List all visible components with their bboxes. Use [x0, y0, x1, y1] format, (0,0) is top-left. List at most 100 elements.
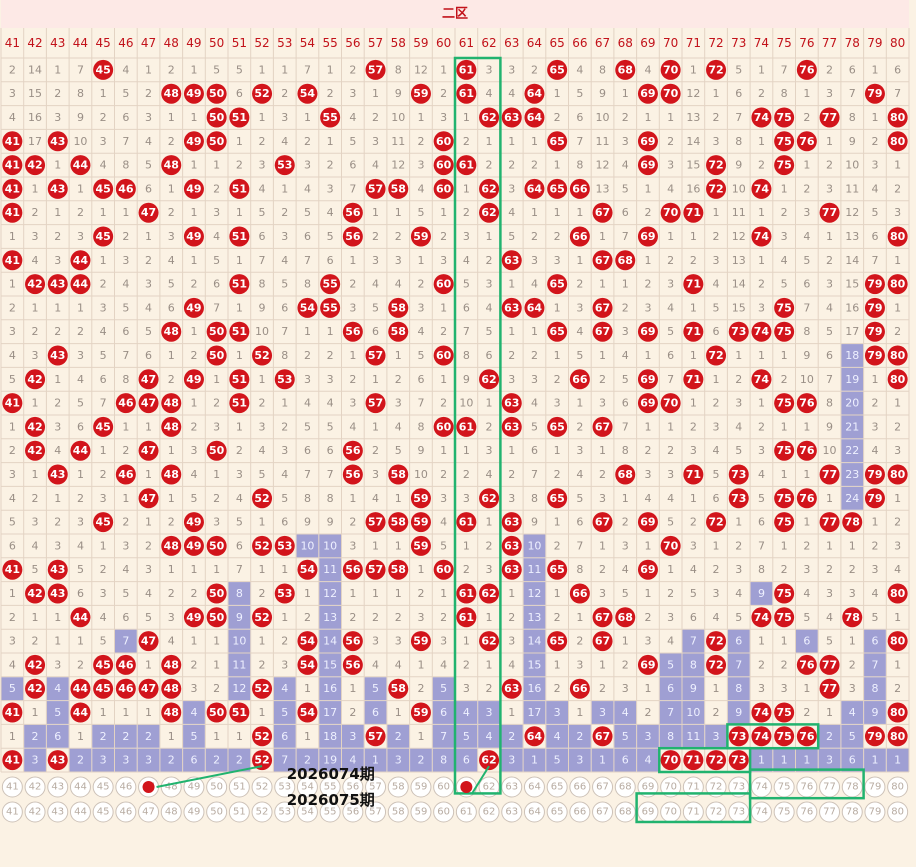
miss-count: 8 [599, 63, 606, 76]
miss-bar-cell [432, 748, 455, 772]
drawn-number: 77 [822, 206, 837, 219]
drawn-number-ball [388, 559, 409, 580]
prediction-number: 50 [210, 782, 223, 793]
drawn-number: 65 [549, 420, 564, 433]
prediction-number: 42 [29, 782, 42, 793]
drawn-number: 42 [27, 420, 42, 433]
drawn-number-ball [479, 107, 500, 128]
miss-count: 8 [849, 111, 856, 124]
drawn-number-ball [320, 274, 341, 295]
miss-count: 3 [395, 754, 402, 767]
miss-count: 1 [417, 730, 424, 743]
miss-bar-cell [591, 748, 614, 772]
drawn-number-ball [183, 178, 204, 199]
drawn-number: 59 [413, 539, 428, 552]
miss-count: 3 [644, 730, 651, 743]
miss-count: 1 [531, 206, 538, 219]
drawn-number: 51 [232, 706, 247, 719]
miss-count: 3 [463, 492, 470, 505]
prediction-number: 60 [437, 782, 450, 793]
miss-count: 5 [667, 325, 674, 338]
drawn-number: 71 [686, 373, 701, 386]
miss-count: 4 [576, 325, 583, 338]
miss-bar-cell [705, 724, 727, 748]
column-header: 74 [754, 36, 769, 50]
miss-count: 7 [417, 397, 424, 410]
miss-bar-cell [864, 701, 886, 724]
miss-bar-cell [183, 724, 205, 748]
drawn-number-ball [683, 750, 704, 771]
miss-count: 4 [9, 349, 16, 362]
miss-count: 19 [845, 373, 859, 386]
miss-count: 1 [894, 254, 901, 267]
prediction-number: 43 [51, 807, 64, 818]
drawn-number: 52 [254, 539, 269, 552]
miss-bar-cell [228, 582, 251, 605]
prediction-number: 65 [551, 807, 564, 818]
drawn-number-ball [342, 202, 363, 223]
drawn-number-ball [206, 607, 227, 628]
miss-count: 4 [781, 254, 788, 267]
drawn-number-ball [410, 512, 431, 533]
miss-bar-cell [478, 701, 500, 724]
miss-count: 1 [690, 63, 697, 76]
miss-count: 1 [304, 730, 311, 743]
miss-count: 2 [667, 254, 674, 267]
miss-count: 4 [349, 754, 356, 767]
miss-count: 14 [686, 135, 700, 148]
prediction-number: 79 [869, 807, 882, 818]
miss-count: 1 [599, 349, 606, 362]
drawn-number-ball [887, 583, 908, 604]
miss-count: 1 [440, 301, 447, 314]
miss-count: 3 [463, 230, 470, 243]
miss-count: 5 [122, 87, 129, 100]
miss-count: 3 [735, 563, 742, 576]
prediction-ring [319, 776, 341, 798]
miss-bar-cell [364, 748, 387, 772]
miss-count: 1 [803, 516, 810, 529]
miss-count: 8 [576, 159, 583, 172]
miss-count: 3 [327, 182, 334, 195]
drawn-number-ball [161, 83, 182, 104]
miss-count: 6 [713, 325, 720, 338]
miss-count: 3 [713, 254, 720, 267]
drawn-number: 74 [754, 230, 770, 243]
miss-bar-cell [523, 605, 546, 629]
miss-count: 1 [894, 658, 901, 671]
miss-count: 2 [54, 516, 61, 529]
miss-count: 2 [54, 230, 61, 243]
miss-count: 2 [803, 539, 810, 552]
miss-count: 11 [527, 563, 541, 576]
drawn-number-ball [342, 464, 363, 485]
miss-count: 1 [554, 206, 561, 219]
miss-count: 1 [259, 63, 266, 76]
prediction-number: 78 [846, 782, 859, 793]
miss-count: 2 [644, 278, 651, 291]
column-header: 41 [5, 36, 20, 50]
prediction-number: 78 [846, 807, 859, 818]
miss-count: 4 [713, 278, 720, 291]
miss-bar-cell [455, 701, 478, 724]
miss-count: 7 [690, 635, 697, 648]
miss-bar-cell [682, 653, 705, 677]
miss-count: 7 [622, 420, 629, 433]
miss-count: 5 [349, 135, 356, 148]
miss-count: 4 [304, 182, 311, 195]
miss-count: 6 [236, 87, 243, 100]
drawn-number: 41 [5, 706, 20, 719]
column-header: 71 [686, 36, 701, 50]
miss-count: 6 [190, 754, 197, 767]
column-header: 57 [368, 36, 383, 50]
miss-count: 3 [826, 87, 833, 100]
miss-count: 1 [463, 635, 470, 648]
miss-count: 2 [100, 730, 107, 743]
miss-count: 6 [327, 444, 334, 457]
miss-count: 1 [622, 492, 629, 505]
drawn-number-ball [70, 250, 91, 271]
drawn-number: 63 [504, 539, 519, 552]
drawn-number: 61 [459, 159, 474, 172]
miss-count: 1 [9, 278, 16, 291]
drawn-number: 63 [504, 111, 519, 124]
miss-count: 3 [281, 444, 288, 457]
miss-count: 1 [190, 63, 197, 76]
